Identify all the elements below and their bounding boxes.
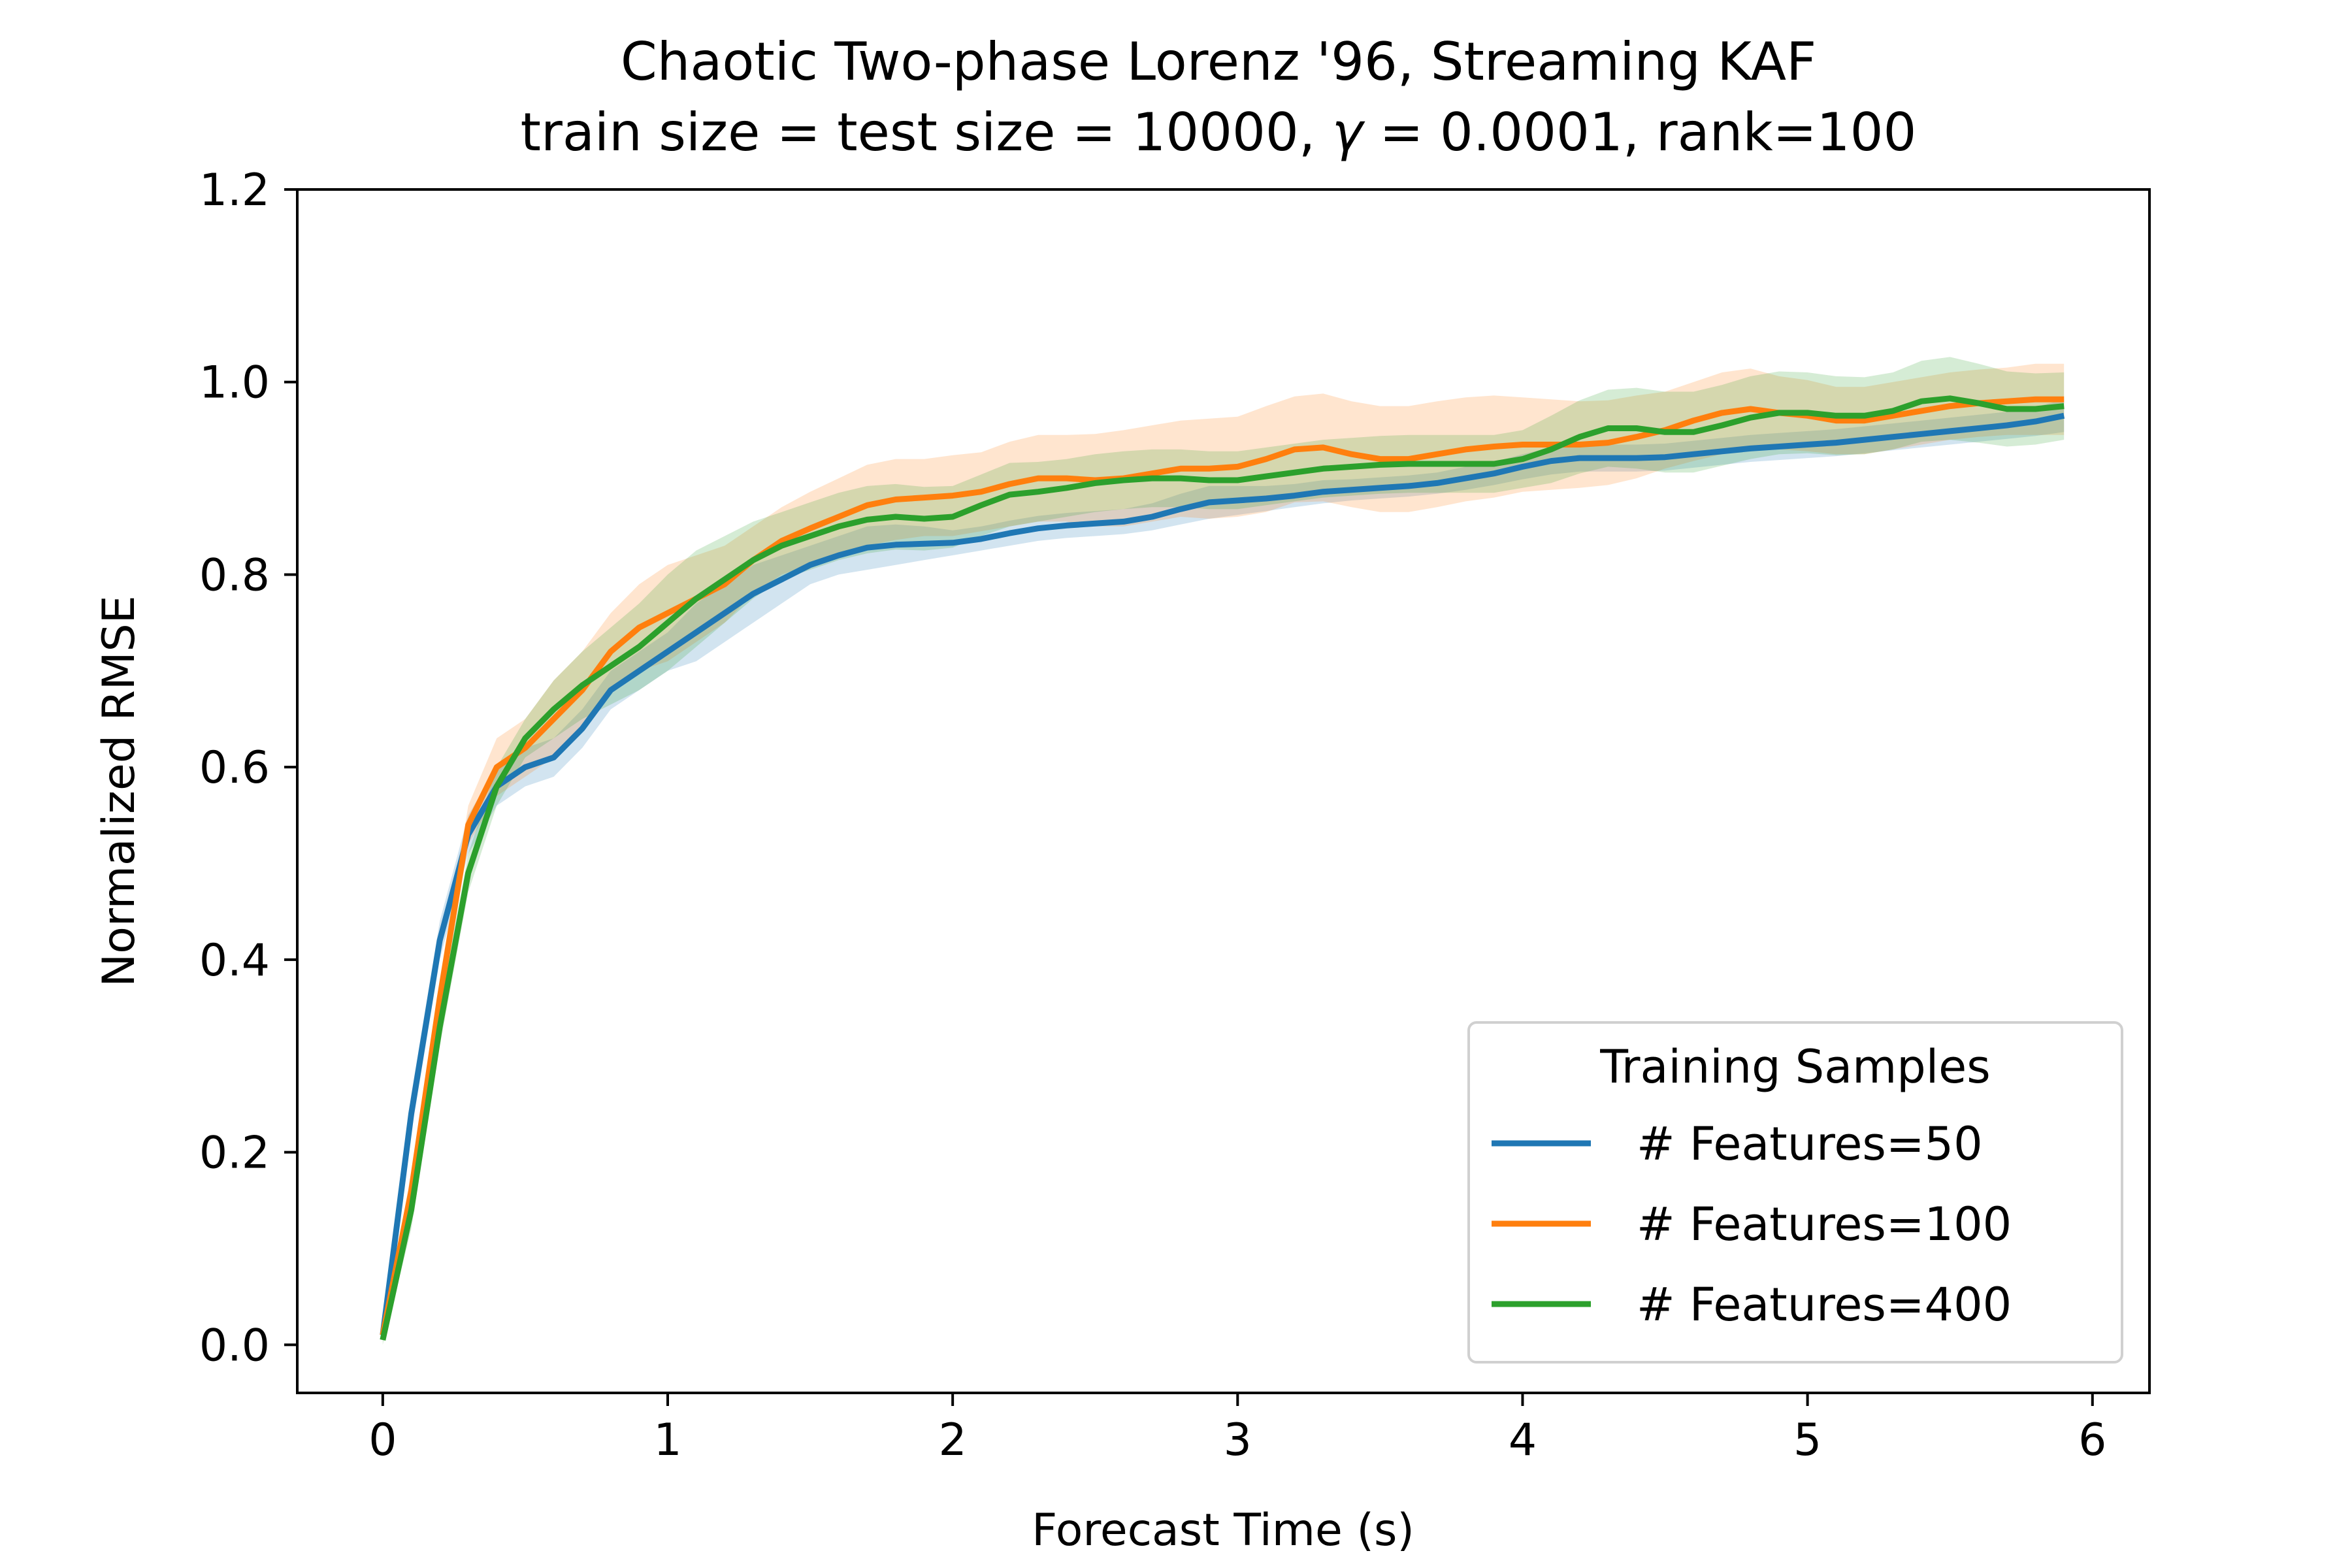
y-tick-label: 0.6: [199, 742, 270, 794]
y-axis-ticks: 0.0 0.2 0.4 0.6 0.8 1.0 1.2: [199, 165, 297, 1371]
x-tick-label: 6: [2078, 1414, 2106, 1466]
chart-title: Chaotic Two-phase Lorenz '96, Streaming …: [621, 31, 1816, 92]
subtitle-prefix: train size = test size = 10000,: [521, 102, 1332, 163]
y-tick-label: 0.8: [199, 549, 270, 601]
subtitle-suffix: = 0.0001, rank=100: [1363, 102, 1916, 163]
x-tick-label: 4: [1509, 1414, 1537, 1466]
y-tick-label: 0.4: [199, 935, 270, 987]
x-axis-label: Forecast Time (s): [1032, 1505, 1414, 1556]
x-axis-ticks: 0 1 2 3 4 5 6: [368, 1393, 2106, 1466]
y-tick-label: 1.0: [199, 357, 270, 409]
line-features-400: [380, 395, 2065, 1341]
legend-entries: # Features=50 # Features=100 # Features=40…: [1492, 1117, 2012, 1331]
x-tick-label: 3: [1224, 1414, 1252, 1466]
y-axis-label: Normalized RMSE: [93, 595, 145, 987]
chart-subtitle: train size = test size = 10000, γ = 0.00…: [521, 102, 1917, 163]
legend-label-features-50: # Features=50: [1637, 1117, 1983, 1171]
subtitle-gamma-symbol: γ: [1332, 102, 1365, 163]
series-lines: [380, 395, 2065, 1341]
legend-label-features-400: # Features=400: [1637, 1278, 2012, 1331]
x-tick-label: 1: [653, 1414, 681, 1466]
y-tick-label: 1.2: [199, 165, 270, 216]
legend-label-features-100: # Features=100: [1637, 1198, 2012, 1251]
legend-title: Training Samples: [1599, 1040, 1990, 1094]
plot-frame: [296, 188, 2151, 1394]
x-tick-label: 5: [1793, 1414, 1821, 1466]
x-tick-label: 2: [939, 1414, 967, 1466]
legend-box: [1467, 1021, 2123, 1364]
x-tick-label: 0: [368, 1414, 397, 1466]
line-features-50: [380, 412, 2065, 1336]
legend: Training Samples # Features=50# Features…: [1467, 1021, 2123, 1364]
y-tick-label: 0.2: [199, 1128, 270, 1179]
y-tick-label: 0.0: [199, 1320, 270, 1371]
